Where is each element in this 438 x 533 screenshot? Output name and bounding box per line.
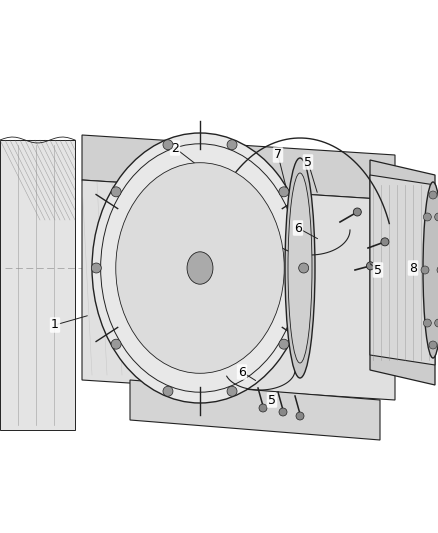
Text: 7: 7 xyxy=(274,149,282,161)
Ellipse shape xyxy=(116,163,284,373)
Circle shape xyxy=(259,404,267,412)
Circle shape xyxy=(227,386,237,396)
Polygon shape xyxy=(82,180,395,400)
Circle shape xyxy=(111,339,121,349)
Text: 4: 4 xyxy=(144,311,152,325)
Text: 8: 8 xyxy=(409,262,417,274)
Text: 6: 6 xyxy=(238,366,246,378)
Circle shape xyxy=(381,238,389,246)
Ellipse shape xyxy=(288,173,312,363)
Ellipse shape xyxy=(187,252,213,284)
Polygon shape xyxy=(82,135,395,200)
Circle shape xyxy=(437,266,438,274)
Text: 1: 1 xyxy=(51,319,59,332)
Circle shape xyxy=(163,386,173,396)
Text: 2: 2 xyxy=(171,141,179,155)
Ellipse shape xyxy=(92,133,308,403)
Circle shape xyxy=(296,412,304,420)
Ellipse shape xyxy=(157,214,243,322)
Circle shape xyxy=(279,339,289,349)
Text: 5: 5 xyxy=(304,156,312,168)
Circle shape xyxy=(424,213,431,221)
Circle shape xyxy=(429,191,437,199)
Ellipse shape xyxy=(423,182,438,358)
Ellipse shape xyxy=(285,158,315,378)
Circle shape xyxy=(367,262,374,270)
Circle shape xyxy=(279,187,289,197)
Polygon shape xyxy=(370,160,435,385)
Circle shape xyxy=(163,140,173,150)
Circle shape xyxy=(434,213,438,221)
Ellipse shape xyxy=(135,187,265,349)
Circle shape xyxy=(421,266,429,274)
Text: 5: 5 xyxy=(268,393,276,407)
Circle shape xyxy=(434,319,438,327)
Text: 5: 5 xyxy=(374,263,382,277)
Circle shape xyxy=(91,263,101,273)
Polygon shape xyxy=(0,140,75,430)
Circle shape xyxy=(279,408,287,416)
Circle shape xyxy=(424,319,431,327)
Circle shape xyxy=(429,341,437,349)
Circle shape xyxy=(111,187,121,197)
Polygon shape xyxy=(130,380,380,440)
Text: 6: 6 xyxy=(294,222,302,235)
Circle shape xyxy=(299,263,309,273)
Polygon shape xyxy=(370,175,435,365)
Circle shape xyxy=(227,140,237,150)
Ellipse shape xyxy=(176,238,224,298)
Circle shape xyxy=(353,208,361,216)
